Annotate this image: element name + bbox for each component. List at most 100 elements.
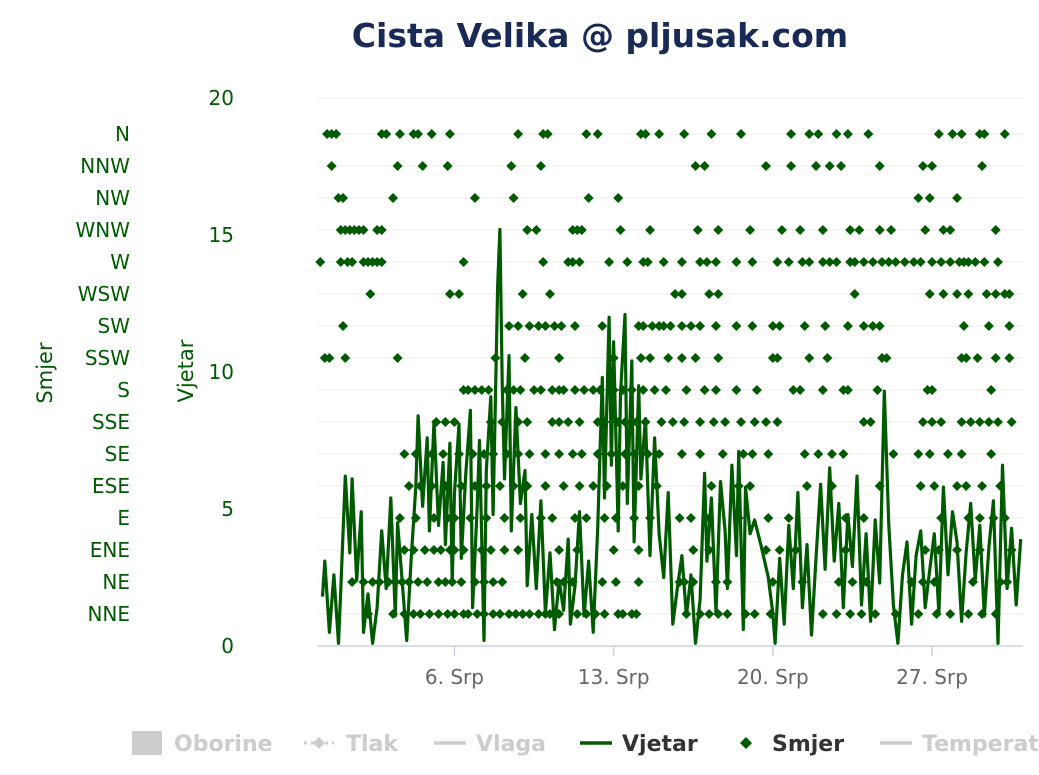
direction-point [831,257,842,267]
direction-point [772,353,783,363]
direction-point [663,353,674,363]
legend-label: Vjetar [622,732,698,757]
direction-point [413,129,424,139]
direction-point [588,481,599,491]
direction-point [786,129,797,139]
direction-point [858,257,869,267]
direction-point [799,321,810,331]
direction-point [472,609,483,619]
direction-point [631,609,642,619]
direction-point [538,257,549,267]
direction-point [963,257,974,267]
direction-point [504,321,515,331]
direction-point [499,545,510,555]
direction-point [945,257,956,267]
direction-point [961,481,972,491]
direction-point [929,481,940,491]
direction-point [783,257,794,267]
direction-point [731,257,742,267]
direction-point [556,321,567,331]
direction-tick-label: SSE [92,410,130,434]
direction-point [681,385,692,395]
direction-point [817,385,828,395]
direction-point [633,577,644,587]
direction-point [979,257,990,267]
direction-point [690,161,701,171]
direction-point [456,577,467,587]
direction-point [469,385,480,395]
direction-point [488,577,499,587]
direction-point [688,545,699,555]
direction-point [513,545,524,555]
direction-point [956,129,967,139]
direction-point [522,417,533,427]
x-tick-label: 6. Srp [425,665,484,689]
direction-point [660,385,671,395]
direction-point [695,417,706,427]
direction-point [581,513,592,523]
direction-point [574,417,585,427]
direction-tick-label: SE [105,442,130,466]
direction-point [858,513,869,523]
direction-point [444,129,455,139]
direction-tick-label: SW [98,314,131,338]
direction-point [547,385,558,395]
direction-point [817,609,828,619]
direction-point [927,385,938,395]
direction-tick-label: SSW [85,346,130,370]
direction-point [524,321,535,331]
direction-point [645,225,656,235]
direction-point [999,129,1010,139]
direction-point [433,577,444,587]
direction-point [945,225,956,235]
direction-point [763,449,774,459]
wind-tick-label: 10 [209,360,234,384]
direction-point [745,481,756,491]
direction-point [488,609,499,619]
direction-point [938,289,949,299]
direction-point [874,225,885,235]
direction-point [524,609,535,619]
direction-point [597,321,608,331]
direction-point [747,257,758,267]
direction-point [667,417,678,427]
direction-point [494,481,505,491]
direction-point [654,129,665,139]
direction-point [515,513,526,523]
direction-point [376,257,387,267]
legend-item-vjetar: Vjetar [580,732,698,757]
direction-point [599,513,610,523]
direction-point [440,577,451,587]
direction-point [917,161,928,171]
direction-point [854,225,865,235]
direction-point [588,385,599,395]
direction-point [774,321,785,331]
direction-point [315,257,326,267]
direction-point [751,385,762,395]
legend-item-smjer: Smjer [740,732,844,757]
direction-point [569,385,580,395]
direction-point [947,129,958,139]
direction-point [376,225,387,235]
direction-point [927,257,938,267]
direction-point [658,321,669,331]
direction-point [867,321,878,331]
direction-point [986,449,997,459]
direction-point [845,225,856,235]
direction-tick-label: S [117,378,130,402]
direction-point [913,609,924,619]
chart-title: Cista Velika @ pljusak.com [352,16,848,55]
wind-series-line [320,227,1023,645]
direction-point [836,161,847,171]
direction-point [913,449,924,459]
direction-point [720,417,731,427]
direction-point [554,417,565,427]
direction-point [977,481,988,491]
direction-point [438,449,449,459]
direction-point [797,257,808,267]
wind-tick-label: 20 [209,86,234,110]
direction-point [340,353,351,363]
direction-point [676,289,687,299]
direction-point [463,385,474,395]
direction-point [774,545,785,555]
